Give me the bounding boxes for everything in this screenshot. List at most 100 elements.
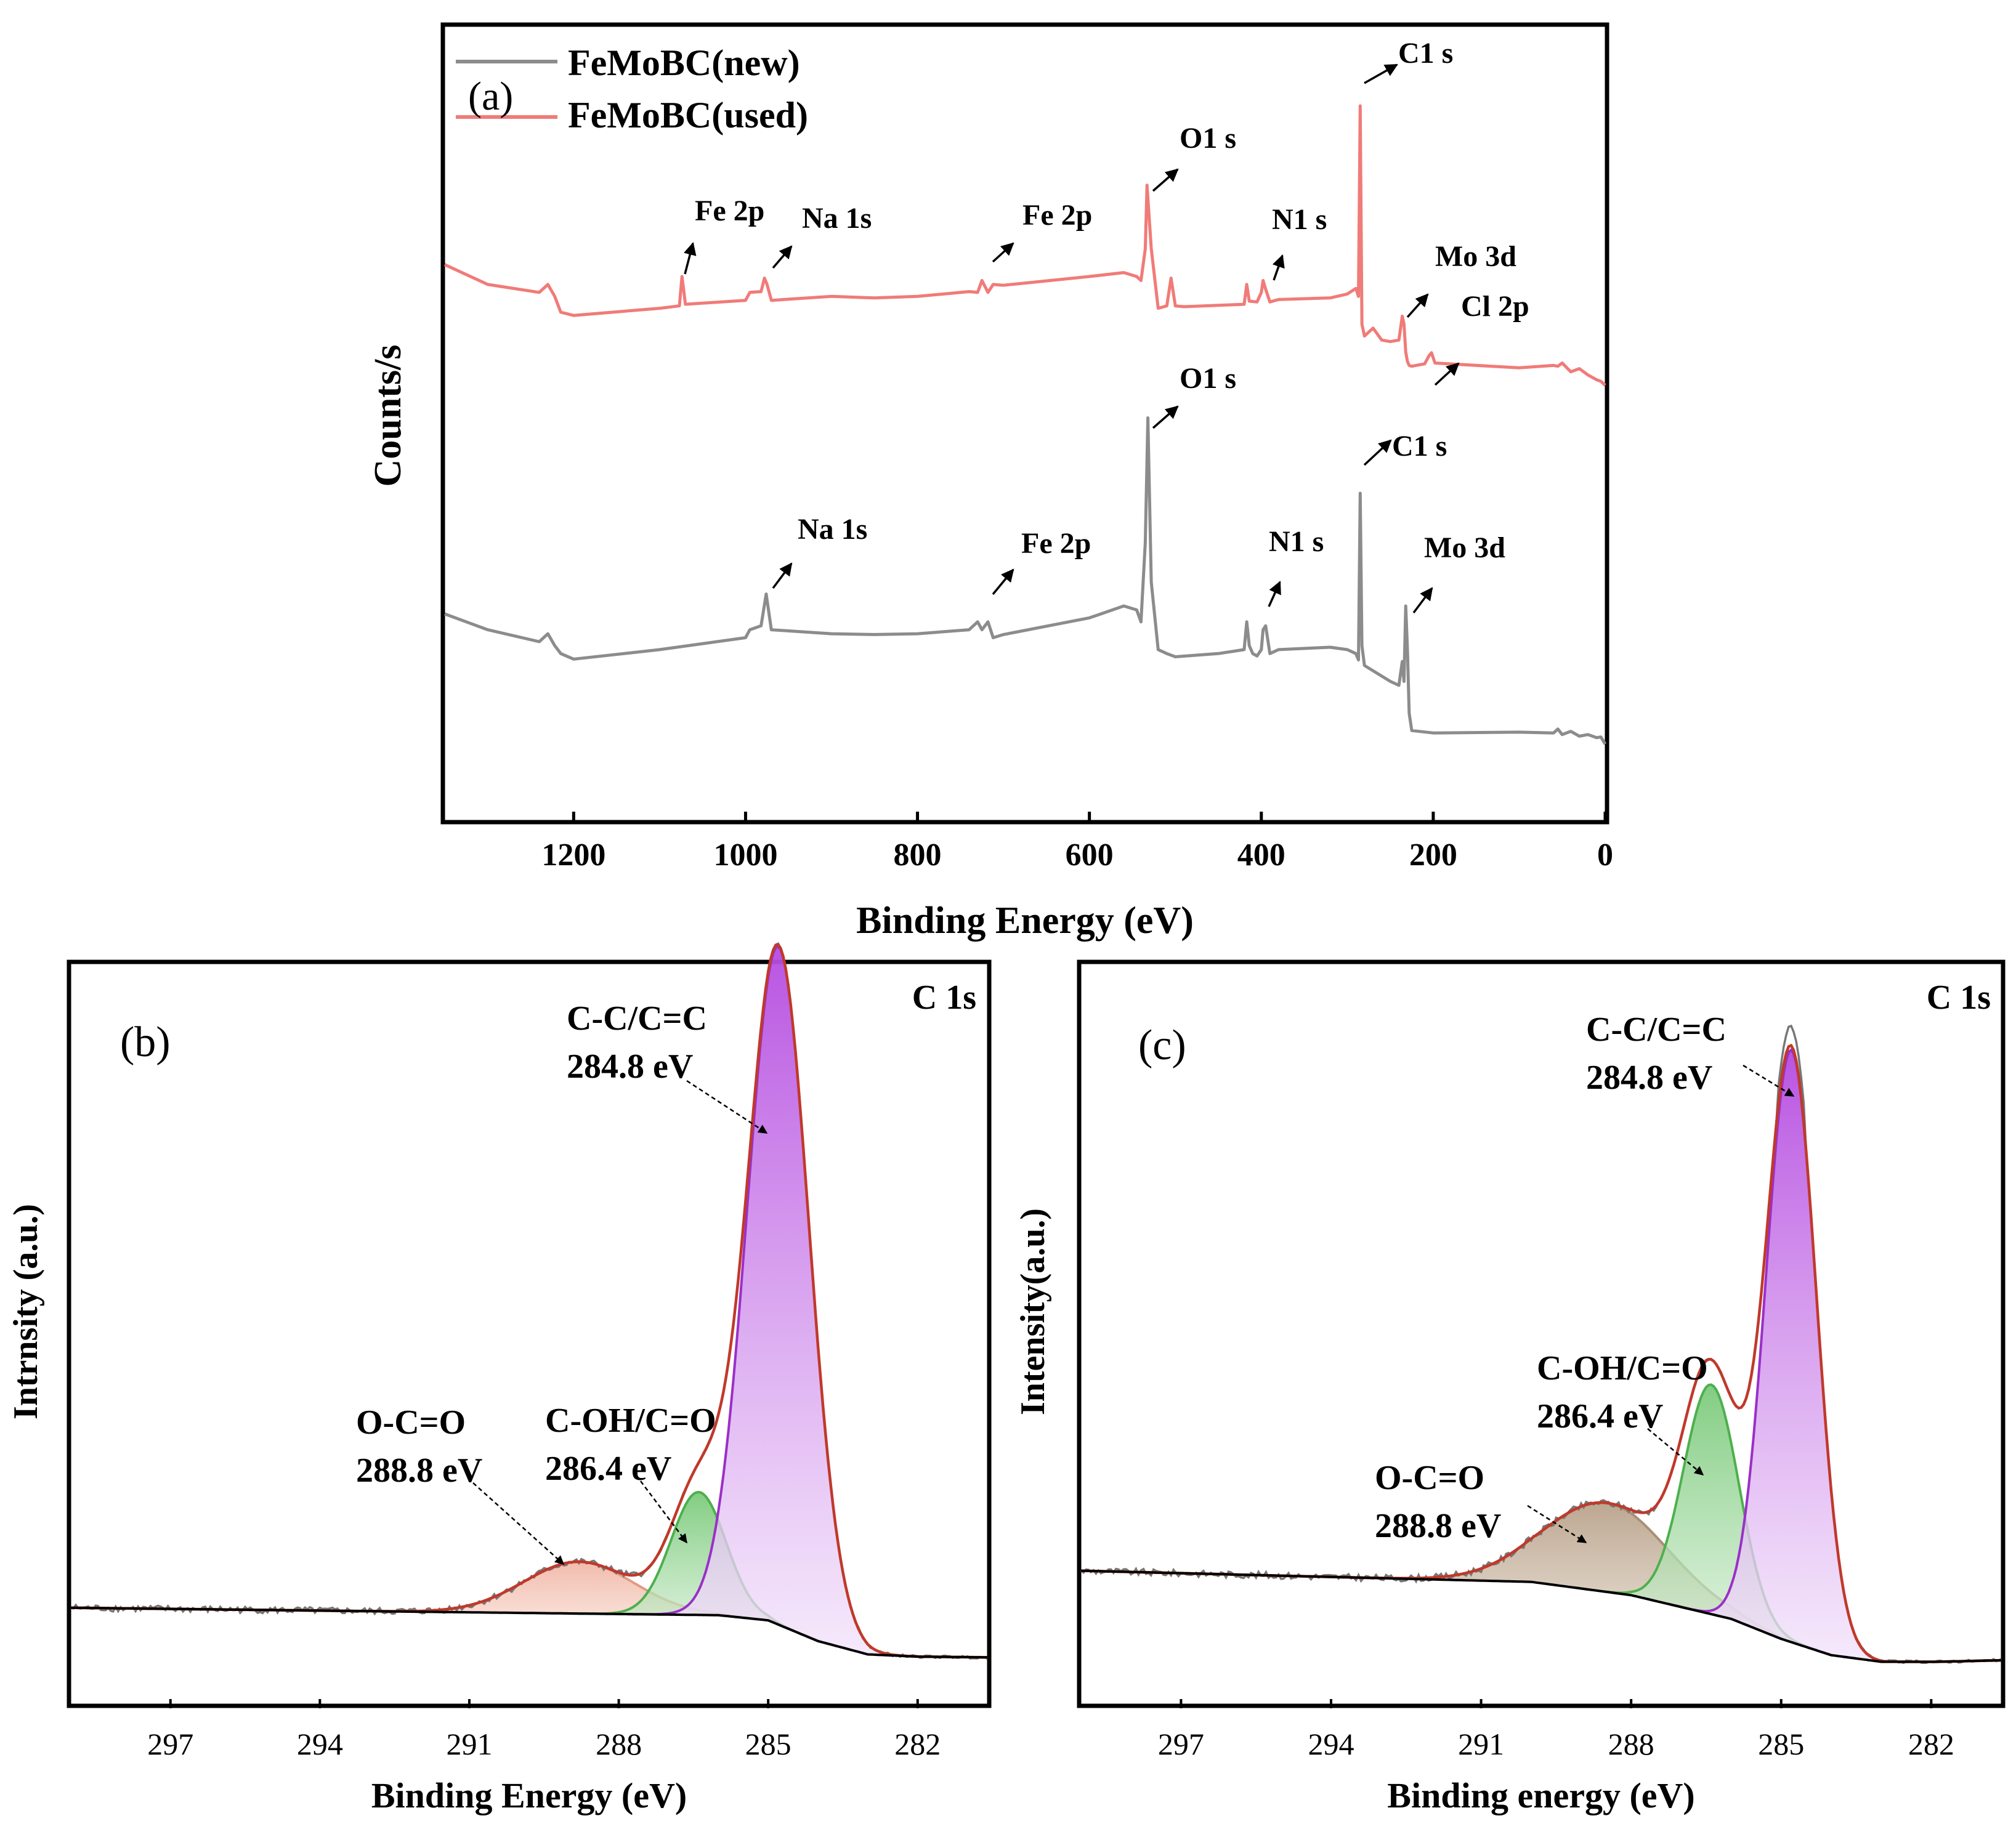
- annotation-arrow: [472, 1482, 565, 1565]
- x-tick-label: 282: [1908, 1727, 1954, 1761]
- background-baseline-line: [1080, 1569, 2002, 1663]
- panel-a-survey-spectrum: 1200 1000 800 600 400 200 0 C1 s O1 s Fe 2p Na 1s…: [367, 22, 1613, 942]
- peak-energy-label: 284.8 eV: [1586, 1059, 1712, 1097]
- panel-c-y-axis-label: Intensity(a.u.): [1014, 1208, 1052, 1415]
- peak-fill-coh: [564, 1492, 833, 1645]
- x-tick-label: 400: [1237, 838, 1285, 873]
- panel-b-y-axis-label: Intrnsity (a.u.): [7, 1204, 45, 1419]
- peak-annotation-label: N1 s: [1272, 203, 1327, 236]
- annotation-arrow: [1363, 439, 1392, 466]
- annotation-arrow: [1743, 1064, 1795, 1097]
- peak-name-label: C-OH/C=O: [1537, 1349, 1708, 1387]
- panel-c-x-ticks: 297 294 291 288 285 282: [1158, 1699, 1954, 1761]
- panel-a-x-ticks: 1200 1000 800 600 400 200 0: [541, 812, 1613, 873]
- annotation-arrow: [1434, 362, 1460, 386]
- peak-annotation-label: Fe 2p: [695, 195, 764, 227]
- peak-name-label: O-C=O: [1375, 1459, 1484, 1497]
- panel-c-x-axis-label: Binding energy (eV): [1387, 1775, 1694, 1815]
- series-line-used: [443, 104, 1606, 387]
- annotation-arrow: [1412, 587, 1433, 614]
- peak-annotation-label: Mo 3d: [1435, 240, 1516, 273]
- background-baseline-line: [70, 1606, 988, 1659]
- x-tick-label: 800: [894, 838, 942, 873]
- annotation-arrow: [772, 245, 793, 269]
- series-line-new: [444, 416, 1607, 745]
- panel-b-label: (b): [120, 1019, 171, 1066]
- legend-label-new: FeMoBC(new): [568, 42, 800, 83]
- peak-annotation-label: C1 s: [1398, 37, 1453, 70]
- panel-b-peak-annotations: C-C/C=C 284.8 eV C-OH/C=O 286.4 eV O-C=O 288.…: [356, 999, 768, 1565]
- x-tick-label: 285: [745, 1727, 791, 1761]
- panel-a-label: (a): [468, 74, 513, 119]
- annotation-arrow: [1272, 254, 1285, 281]
- peak-fill-oco: [1296, 1503, 1916, 1662]
- x-tick-label: 285: [1758, 1727, 1804, 1761]
- peak-annotation-label: Fe 2p: [1021, 527, 1091, 560]
- annotation-arrow: [772, 562, 793, 589]
- panel-c-peak-annotations: C-C/C=C 284.8 eV C-OH/C=O 286.4 eV O-C=O 288.…: [1375, 1011, 1795, 1545]
- peak-annotation-label: C1 s: [1392, 430, 1447, 462]
- panel-b-title: C 1s: [912, 979, 976, 1017]
- x-tick-label: 291: [1458, 1727, 1504, 1761]
- x-tick-label: 294: [1308, 1727, 1354, 1761]
- panel-c-frame: [1077, 959, 2006, 1708]
- panel-c-c1s-spectrum: 297 294 291 288 285 282 C-C/C=C 284.8 eV C-OH/C…: [1014, 959, 2006, 1815]
- peak-annotation-label: Na 1s: [802, 202, 872, 235]
- peak-annotation-label: O1 s: [1180, 122, 1236, 155]
- x-tick-label: 0: [1597, 838, 1613, 873]
- x-tick-label: 282: [894, 1727, 941, 1761]
- panel-b-frame: [67, 959, 992, 1708]
- panel-b-x-axis-label: Binding Energy (eV): [371, 1775, 687, 1815]
- x-tick-label: 1200: [541, 838, 605, 873]
- panel-a-series-group: [443, 104, 1607, 745]
- peak-annotation-label: N1 s: [1269, 525, 1324, 558]
- annotation-arrow: [1406, 293, 1429, 318]
- annotation-arrow: [684, 241, 697, 275]
- panel-a-legend: FeMoBC(new) FeMoBC(used): [456, 42, 808, 135]
- annotation-arrow: [992, 568, 1014, 596]
- x-tick-label: 600: [1066, 838, 1114, 873]
- annotation-arrow: [1527, 1504, 1587, 1544]
- peak-fill-oco: [307, 1562, 851, 1650]
- x-tick-label: 288: [1608, 1727, 1654, 1761]
- peak-energy-label: 286.4 eV: [1537, 1397, 1663, 1435]
- peak-name-label: C-C/C=C: [1586, 1011, 1727, 1049]
- annotation-arrow: [1152, 168, 1179, 192]
- peak-fill-cc: [623, 946, 930, 1657]
- panel-a-x-axis-label: Binding Energy (eV): [856, 900, 1194, 942]
- annotation-arrow: [1364, 63, 1398, 84]
- panel-c-title: C 1s: [1927, 979, 1991, 1017]
- annotation-arrow: [686, 1080, 768, 1134]
- x-tick-label: 288: [596, 1727, 642, 1761]
- peak-energy-label: 286.4 eV: [545, 1450, 671, 1488]
- peak-name-label: O-C=O: [356, 1403, 466, 1442]
- peak-annotation-label: Cl 2p: [1461, 290, 1529, 323]
- x-tick-label: 297: [1158, 1727, 1204, 1761]
- panel-a-frame: [440, 22, 1609, 825]
- panel-b-x-ticks: 297 294 291 288 285 282: [147, 1699, 941, 1761]
- annotation-arrow: [640, 1480, 687, 1544]
- annotation-arrow: [1268, 581, 1281, 607]
- x-tick-label: 200: [1409, 838, 1457, 873]
- peak-annotation-label: Fe 2p: [1022, 199, 1092, 232]
- panel-a-y-axis-label: Counts/s: [367, 345, 409, 487]
- peak-fill-cc: [1669, 1049, 1914, 1662]
- x-tick-label: 297: [147, 1727, 193, 1761]
- peak-annotation-label: Mo 3d: [1424, 531, 1505, 564]
- annotation-arrow: [992, 242, 1014, 263]
- raw-spectrum-line: [70, 942, 988, 1660]
- panel-b-plot-group: [70, 942, 988, 1660]
- annotation-arrow: [1152, 405, 1179, 429]
- peak-name-label: C-C/C=C: [567, 999, 707, 1038]
- peak-energy-label: 284.8 eV: [567, 1048, 693, 1086]
- peak-fill-coh: [1576, 1384, 1847, 1657]
- peak-energy-label: 288.8 eV: [356, 1451, 482, 1490]
- panel-a-peak-annotations: C1 s O1 s Fe 2p Na 1s Fe 2p N1 s Mo 3d Cl 2p O1 …: [684, 37, 1529, 614]
- peak-name-label: C-OH/C=O: [545, 1402, 716, 1440]
- x-tick-label: 291: [446, 1727, 492, 1761]
- panel-c-label: (c): [1138, 1022, 1186, 1069]
- x-tick-label: 1000: [713, 838, 777, 873]
- panel-c-plot-group: [1080, 1024, 2002, 1665]
- x-tick-label: 294: [297, 1727, 343, 1761]
- fit-envelope-line: [70, 943, 988, 1659]
